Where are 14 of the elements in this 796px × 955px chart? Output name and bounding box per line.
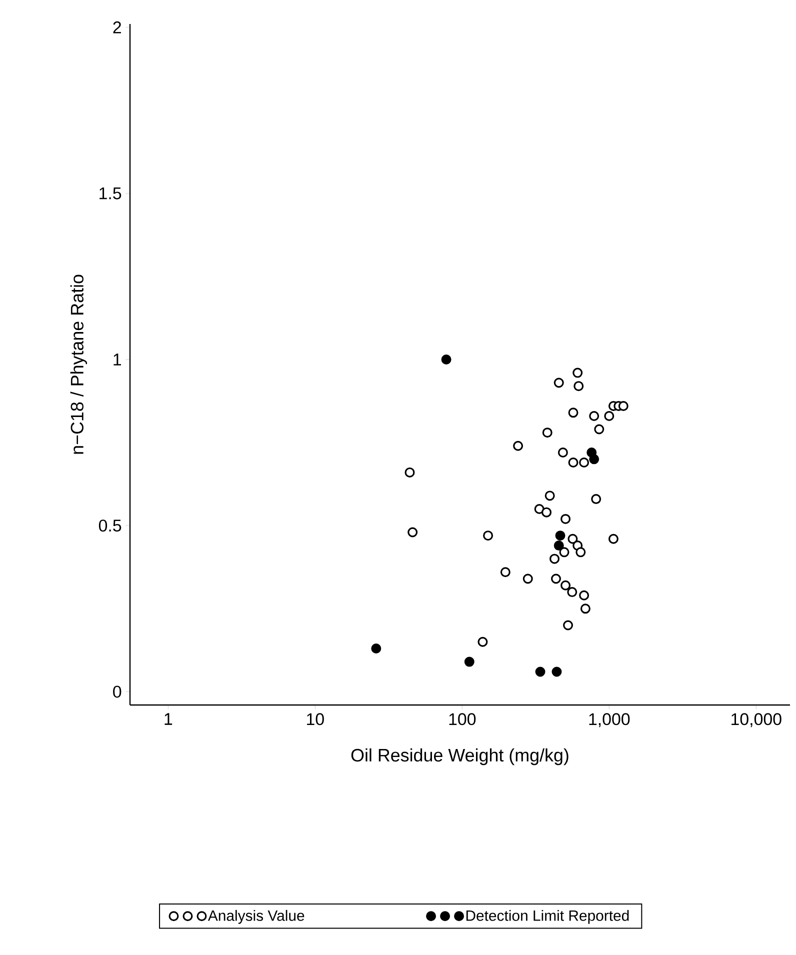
y-tick-label: 0 — [113, 686, 122, 698]
x-axis-title: Oil Residue Weight (mg/kg) — [351, 748, 568, 766]
y-tick-label: 2 — [113, 21, 121, 34]
y-axis-title: n−C18 / Phytane Ratio — [70, 274, 88, 454]
x-tick-label: 1 — [164, 713, 172, 725]
x-tick-label: 100 — [449, 713, 476, 726]
y-tick-label: 0.5 — [98, 520, 122, 532]
x-tick-label: 10 — [307, 713, 324, 726]
legend-label: Detection Limit Reported — [466, 910, 629, 924]
x-tick-label: 1,000 — [589, 713, 630, 728]
y-tick-label: 1.5 — [100, 187, 122, 200]
legend-label: Analysis Value — [208, 910, 304, 924]
x-tick-label: 10,000 — [732, 713, 782, 728]
y-tick-label: 1 — [114, 354, 122, 366]
